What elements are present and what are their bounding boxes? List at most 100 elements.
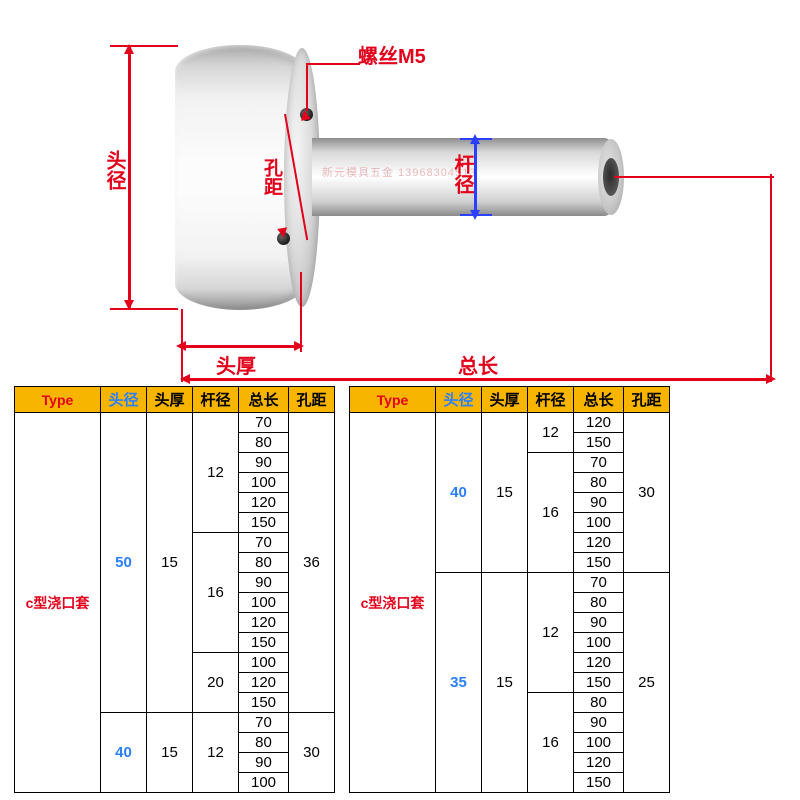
cell-length: 70: [239, 413, 289, 433]
cell-length: 70: [574, 573, 624, 593]
cell-hole-dist: 30: [624, 413, 670, 573]
spec-table-left: Type头径头厚杆径总长孔距c型浇口套501512703680901001201…: [14, 386, 335, 793]
cell-length: 120: [239, 613, 289, 633]
cell-head-dia: 35: [436, 573, 482, 793]
dim-tick: [181, 309, 183, 351]
cell-length: 120: [574, 653, 624, 673]
dim-line-head-thk: [182, 345, 297, 348]
cell-head-dia: 40: [101, 713, 147, 793]
leader-line: [306, 63, 308, 111]
table-header: Type: [15, 387, 101, 413]
cell-hole-dist: 25: [624, 573, 670, 793]
cell-length: 150: [574, 673, 624, 693]
table-header: 总长: [574, 387, 624, 413]
label-total-length: 总长: [458, 350, 498, 379]
label-screw: 螺丝M5: [358, 40, 426, 69]
spec-table-right: Type头径头厚杆径总长孔距c型浇口套401512120301501670809…: [349, 386, 670, 793]
cell-length: 90: [574, 613, 624, 633]
arrow-icon: [124, 44, 134, 54]
cell-type: c型浇口套: [350, 413, 436, 793]
table-header: 总长: [239, 387, 289, 413]
cell-length: 100: [239, 473, 289, 493]
cell-length: 80: [574, 473, 624, 493]
dim-tick: [614, 176, 774, 178]
cell-length: 90: [239, 753, 289, 773]
cell-length: 100: [239, 653, 289, 673]
cell-length: 120: [574, 533, 624, 553]
cell-length: 90: [239, 453, 289, 473]
label-head-thickness: 头厚: [216, 350, 256, 379]
cell-hole-dist: 30: [289, 713, 335, 793]
cell-length: 90: [574, 713, 624, 733]
cell-length: 150: [239, 693, 289, 713]
cell-shaft-dia: 16: [193, 533, 239, 653]
cell-shaft-dia: 16: [528, 453, 574, 573]
cell-length: 70: [239, 533, 289, 553]
dim-tick: [181, 350, 183, 382]
cell-length: 90: [574, 493, 624, 513]
dim-tick: [460, 138, 492, 140]
cell-length: 100: [239, 773, 289, 793]
spec-tables: Type头径头厚杆径总长孔距c型浇口套501512703680901001201…: [14, 386, 786, 793]
cell-length: 70: [574, 453, 624, 473]
cell-length: 120: [239, 493, 289, 513]
label-head-diameter: 头径: [100, 150, 129, 190]
dim-tick: [110, 45, 178, 47]
arrow-icon: [277, 227, 289, 239]
table-header: Type: [350, 387, 436, 413]
cell-hole-dist: 36: [289, 413, 335, 713]
label-shaft-diameter: 杆径: [448, 154, 477, 194]
cell-head-thk: 15: [147, 413, 193, 713]
cell-length: 120: [239, 673, 289, 693]
cell-head-thk: 15: [482, 413, 528, 573]
arrow-icon: [294, 341, 304, 351]
cell-length: 150: [239, 633, 289, 653]
cell-head-dia: 50: [101, 413, 147, 713]
cell-length: 150: [239, 513, 289, 533]
cell-length: 150: [574, 553, 624, 573]
cell-shaft-dia: 16: [528, 693, 574, 793]
arrow-icon: [124, 300, 134, 310]
table-header: 孔距: [289, 387, 335, 413]
cell-length: 100: [239, 593, 289, 613]
cell-length: 80: [574, 693, 624, 713]
cell-length: 150: [574, 433, 624, 453]
table-header: 杆径: [528, 387, 574, 413]
leader-line: [308, 63, 360, 65]
table-row: c型浇口套5015127036: [15, 413, 335, 433]
table-header: 头厚: [147, 387, 193, 413]
cell-length: 80: [239, 433, 289, 453]
cell-length: 80: [574, 593, 624, 613]
cell-length: 150: [574, 773, 624, 793]
cell-length: 120: [574, 413, 624, 433]
cell-shaft-dia: 20: [193, 653, 239, 713]
cell-type: c型浇口套: [15, 413, 101, 793]
cell-length: 80: [239, 553, 289, 573]
technical-diagram: 新元模具五金 13968304513 头径 螺丝M5 孔距 杆径 头厚 总长: [0, 0, 800, 370]
cell-shaft-dia: 12: [193, 413, 239, 533]
table-header: 头径: [101, 387, 147, 413]
cell-length: 70: [239, 713, 289, 733]
table-header: 头厚: [482, 387, 528, 413]
cell-length: 80: [239, 733, 289, 753]
cell-head-dia: 40: [436, 413, 482, 573]
cell-shaft-dia: 12: [528, 413, 574, 453]
dim-tick: [770, 174, 772, 382]
cell-length: 100: [574, 733, 624, 753]
table-header: 杆径: [193, 387, 239, 413]
arrow-icon: [299, 109, 311, 121]
cell-length: 100: [574, 633, 624, 653]
table-header: 头径: [436, 387, 482, 413]
cell-head-thk: 15: [147, 713, 193, 793]
table-header: 孔距: [624, 387, 670, 413]
cell-length: 100: [574, 513, 624, 533]
cell-shaft-dia: 12: [193, 713, 239, 793]
cell-length: 120: [574, 753, 624, 773]
dim-tick: [300, 272, 302, 352]
cell-shaft-dia: 12: [528, 573, 574, 693]
dim-tick: [110, 308, 178, 310]
table-row: c型浇口套40151212030: [350, 413, 670, 433]
cell-length: 90: [239, 573, 289, 593]
label-hole-distance: 孔距: [258, 158, 285, 196]
cell-head-thk: 15: [482, 573, 528, 793]
